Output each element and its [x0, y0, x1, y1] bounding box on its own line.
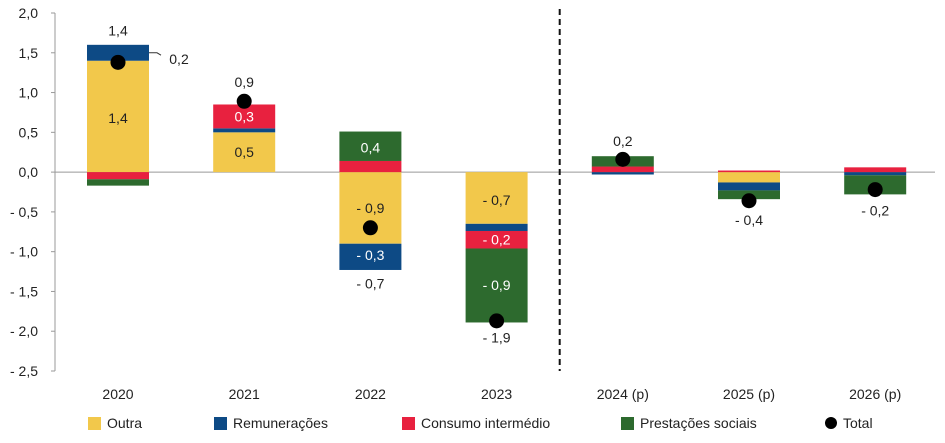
legend-item-prestacoes-sociais: Prestações sociais	[621, 415, 757, 431]
data-label: 0,5	[234, 144, 254, 160]
legend-marker-total	[825, 417, 837, 429]
data-label: - 1,9	[483, 330, 511, 346]
bar-segment	[465, 248, 528, 323]
data-label: 1,4	[108, 110, 128, 126]
bar-segment	[339, 160, 402, 173]
legend-item-consumo-intermedio: Consumo intermédio	[402, 415, 550, 431]
total-marker	[236, 93, 252, 109]
data-label: - 0,7	[356, 275, 384, 291]
y-tick-labels: 2,0 1,5 1,0 0,5 0,0 - 0,5 - 1,0 - 1,5 - 2,0 - 2,5	[10, 5, 38, 379]
bar-segment	[87, 44, 149, 61]
bar-segment	[465, 172, 528, 224]
bar-segment	[465, 230, 528, 249]
legend-swatch-prestacoes-sociais	[621, 416, 634, 430]
y-tick-label: 1,5	[19, 45, 39, 61]
data-label: - 0,4	[735, 212, 763, 228]
x-tick-label: 2022	[355, 386, 386, 402]
y-tick-label: 1,0	[19, 85, 39, 101]
data-label: - 0,7	[483, 192, 511, 208]
data-label: 1,4	[108, 23, 128, 39]
bar-segment	[213, 132, 276, 173]
bar-segment	[718, 182, 780, 191]
bar-segment	[718, 172, 780, 183]
total-marker	[362, 220, 378, 236]
y-tick-label: - 2,0	[10, 323, 38, 339]
legend: Outra Remunerações Consumo intermédio Pr…	[0, 412, 945, 438]
y-tick-label: - 2,5	[10, 363, 38, 379]
data-label: - 0,9	[356, 200, 384, 216]
data-label: 0,9	[234, 74, 254, 90]
bar-segment	[465, 223, 528, 231]
bar-segment	[213, 104, 276, 129]
x-tick-label: 2025 (p)	[723, 386, 775, 402]
legend-label-total: Total	[843, 415, 873, 431]
total-marker	[615, 151, 631, 167]
x-tick-label: 2020	[102, 386, 133, 402]
data-label: - 0,9	[483, 277, 511, 293]
legend-label-remuneracoes: Remunerações	[233, 415, 328, 431]
y-tick-label: - 0,5	[10, 204, 38, 220]
data-label: 0,2	[169, 51, 189, 67]
bar-segment	[591, 166, 654, 173]
data-label: 0,4	[361, 139, 381, 155]
bar-segment	[339, 243, 402, 270]
bar-segment	[591, 172, 654, 175]
legend-label-outra: Outra	[107, 415, 143, 431]
total-marker	[489, 313, 505, 329]
data-label: - 0,3	[356, 247, 384, 263]
bars	[87, 44, 907, 323]
y-tick-label: - 1,5	[10, 283, 38, 299]
bar-segment	[87, 60, 149, 173]
data-label: 0,3	[234, 108, 254, 124]
legend-item-remuneracoes: Remunerações	[214, 415, 328, 431]
x-tick-label: 2024 (p)	[597, 386, 649, 402]
legend-item-total: Total	[825, 415, 873, 431]
total-marker	[741, 193, 757, 209]
data-label: 0,2	[613, 133, 633, 149]
legend-label-prestacoes-sociais: Prestações sociais	[640, 415, 757, 431]
legend-swatch-consumo-intermedio	[402, 416, 415, 430]
total-marker	[110, 54, 126, 70]
bar-segment	[718, 170, 780, 173]
x-tick-label: 2021	[229, 386, 260, 402]
data-labels: 1,4 1,4 0,2 0,9 0,3 0,5 0,4 - 0,9 - 0,3 - 0,7 - 0,…	[108, 23, 889, 346]
data-label: - 0,2	[861, 202, 889, 218]
y-tick-label: 2,0	[19, 5, 39, 21]
bar-segment	[213, 128, 276, 133]
x-tick-label: 2026 (p)	[849, 386, 901, 402]
bar-segment	[844, 172, 907, 176]
x-tick-labels: 2020 2021 2022 2023 2024 (p) 2025 (p) 2026 (p)	[102, 386, 901, 402]
bar-segment	[87, 172, 149, 180]
data-label: - 0,2	[483, 232, 511, 248]
bar-segment	[339, 131, 402, 161]
bar-segment	[844, 167, 907, 173]
totals	[110, 54, 883, 329]
legend-swatch-remuneracoes	[214, 416, 227, 430]
bar-segment	[87, 179, 149, 186]
legend-item-outra: Outra	[88, 415, 142, 431]
y-tick-label: - 1,0	[10, 244, 38, 260]
legend-swatch-outra	[88, 416, 101, 430]
legend-label-consumo-intermedio: Consumo intermédio	[421, 415, 551, 431]
y-tick-label: 0,0	[19, 164, 39, 180]
total-marker	[867, 182, 883, 198]
x-tick-label: 2023	[481, 386, 512, 402]
leader-line	[149, 52, 162, 56]
y-tick-label: 0,5	[19, 124, 39, 140]
